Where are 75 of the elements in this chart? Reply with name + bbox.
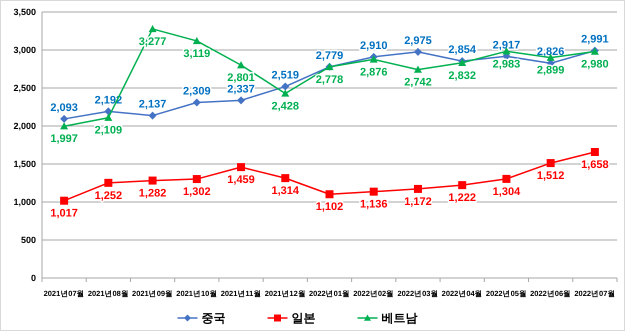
data-label: 2,779 — [316, 50, 344, 62]
y-tick-label: 2,000 — [13, 121, 36, 132]
point — [60, 114, 68, 123]
data-label: 1,017 — [50, 208, 78, 220]
data-label: 2,975 — [404, 34, 432, 47]
y-tick-label: 1,000 — [13, 197, 36, 208]
data-label: 1,997 — [50, 133, 78, 146]
data-label: 1,658 — [581, 158, 609, 171]
y-tick-label: 2,500 — [13, 83, 36, 94]
data-label: 1,304 — [492, 186, 522, 198]
point — [148, 176, 157, 185]
point — [370, 55, 378, 63]
point — [458, 181, 466, 190]
point — [281, 174, 290, 182]
point — [104, 178, 112, 187]
data-label: 1,222 — [448, 192, 476, 204]
point — [148, 24, 157, 32]
point — [192, 36, 201, 44]
legend-label: 중국 — [202, 311, 226, 326]
data-label: 2,309 — [183, 86, 211, 98]
data-label: 1,252 — [94, 190, 122, 202]
data-label: 2,826 — [536, 46, 564, 58]
point — [60, 196, 68, 205]
data-label: 2,980 — [581, 58, 609, 71]
point — [414, 48, 422, 56]
y-tick-label: 3,000 — [13, 45, 36, 56]
data-label: 2,899 — [536, 64, 564, 77]
data-label: 2,742 — [404, 76, 432, 89]
point — [237, 163, 246, 172]
data-label: 2,910 — [360, 40, 388, 52]
point — [414, 184, 422, 193]
point — [237, 61, 246, 68]
point — [414, 66, 422, 73]
data-label: 2,832 — [448, 70, 476, 82]
y-tick-label: 1,500 — [13, 159, 36, 170]
y-tick-label: 500 — [20, 235, 36, 246]
data-label: 1,282 — [138, 188, 166, 200]
data-label: 1,136 — [360, 198, 388, 211]
point — [546, 159, 555, 168]
data-label: 1,314 — [272, 185, 300, 198]
point — [237, 96, 246, 104]
point — [326, 190, 334, 198]
legend-label: 일본 — [292, 311, 316, 326]
data-label: 2,428 — [272, 100, 300, 112]
data-label: 2,137 — [138, 98, 166, 111]
point — [148, 112, 157, 120]
data-label: 2,991 — [581, 34, 609, 46]
legend-label: 베트남 — [382, 311, 418, 326]
data-label: 1,102 — [316, 201, 344, 214]
point — [281, 89, 290, 97]
data-label: 1,302 — [183, 186, 211, 198]
data-label: 2,917 — [492, 39, 520, 52]
data-label: 1,172 — [404, 196, 432, 208]
data-label: 1,512 — [536, 170, 564, 182]
y-tick-label: 3,500 — [13, 7, 36, 18]
data-label: 2,093 — [50, 102, 78, 114]
point — [104, 114, 112, 121]
point — [192, 98, 201, 107]
point — [281, 82, 290, 91]
data-label: 2,983 — [492, 58, 520, 70]
data-label: 2,876 — [360, 66, 388, 78]
point — [590, 148, 599, 156]
data-label: 2,109 — [94, 124, 122, 137]
point — [192, 175, 201, 184]
y-tick-label: 0 — [30, 273, 36, 284]
point — [502, 174, 510, 183]
data-label: 2,519 — [272, 70, 300, 82]
data-label: 2,778 — [316, 74, 344, 86]
point — [60, 122, 68, 130]
data-label: 2,854 — [448, 44, 477, 56]
data-label: 2,801 — [227, 72, 255, 84]
data-label: 3,119 — [183, 48, 210, 60]
data-label: 1,459 — [227, 174, 255, 186]
point — [370, 188, 378, 196]
data-label: 2,337 — [227, 83, 255, 96]
